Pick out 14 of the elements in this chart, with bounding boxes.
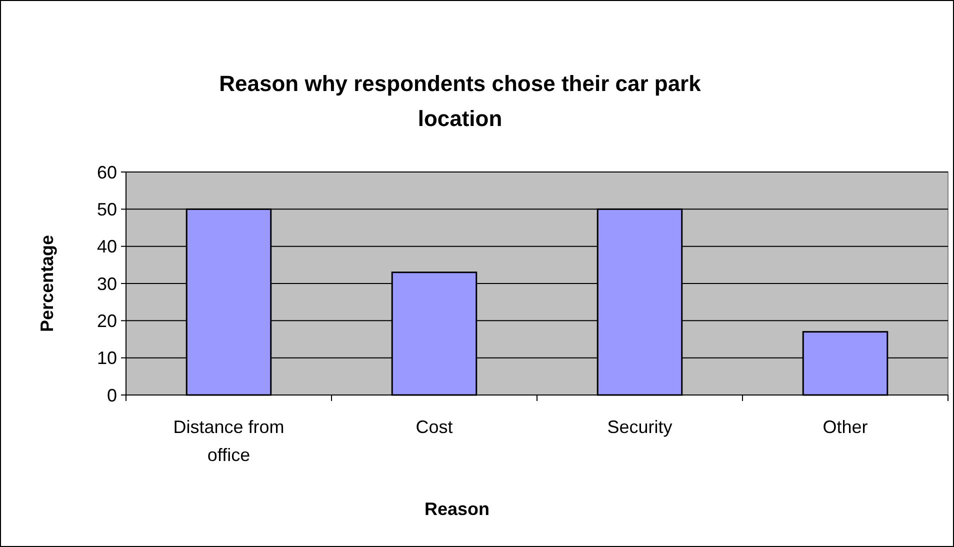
chart-title: Reason why respondents chose their car park location bbox=[219, 71, 702, 131]
y-tick-label: 60 bbox=[96, 162, 117, 182]
x-tick-label: Security bbox=[607, 417, 672, 437]
y-tick-label: 40 bbox=[96, 236, 117, 257]
x-tick-label: Cost bbox=[416, 417, 453, 437]
x-axis-title: Reason bbox=[424, 499, 490, 519]
x-tick-label: Distance from office bbox=[173, 417, 284, 465]
y-tick-label: 10 bbox=[96, 348, 117, 368]
y-tick-label: 30 bbox=[96, 274, 117, 294]
y-tick-label: 20 bbox=[96, 310, 117, 331]
x-tick-label: Other bbox=[822, 417, 868, 437]
y-tick-label: 0 bbox=[106, 385, 117, 406]
y-tick-label: 50 bbox=[96, 199, 117, 220]
y-axis-title: Percentage bbox=[37, 234, 57, 332]
